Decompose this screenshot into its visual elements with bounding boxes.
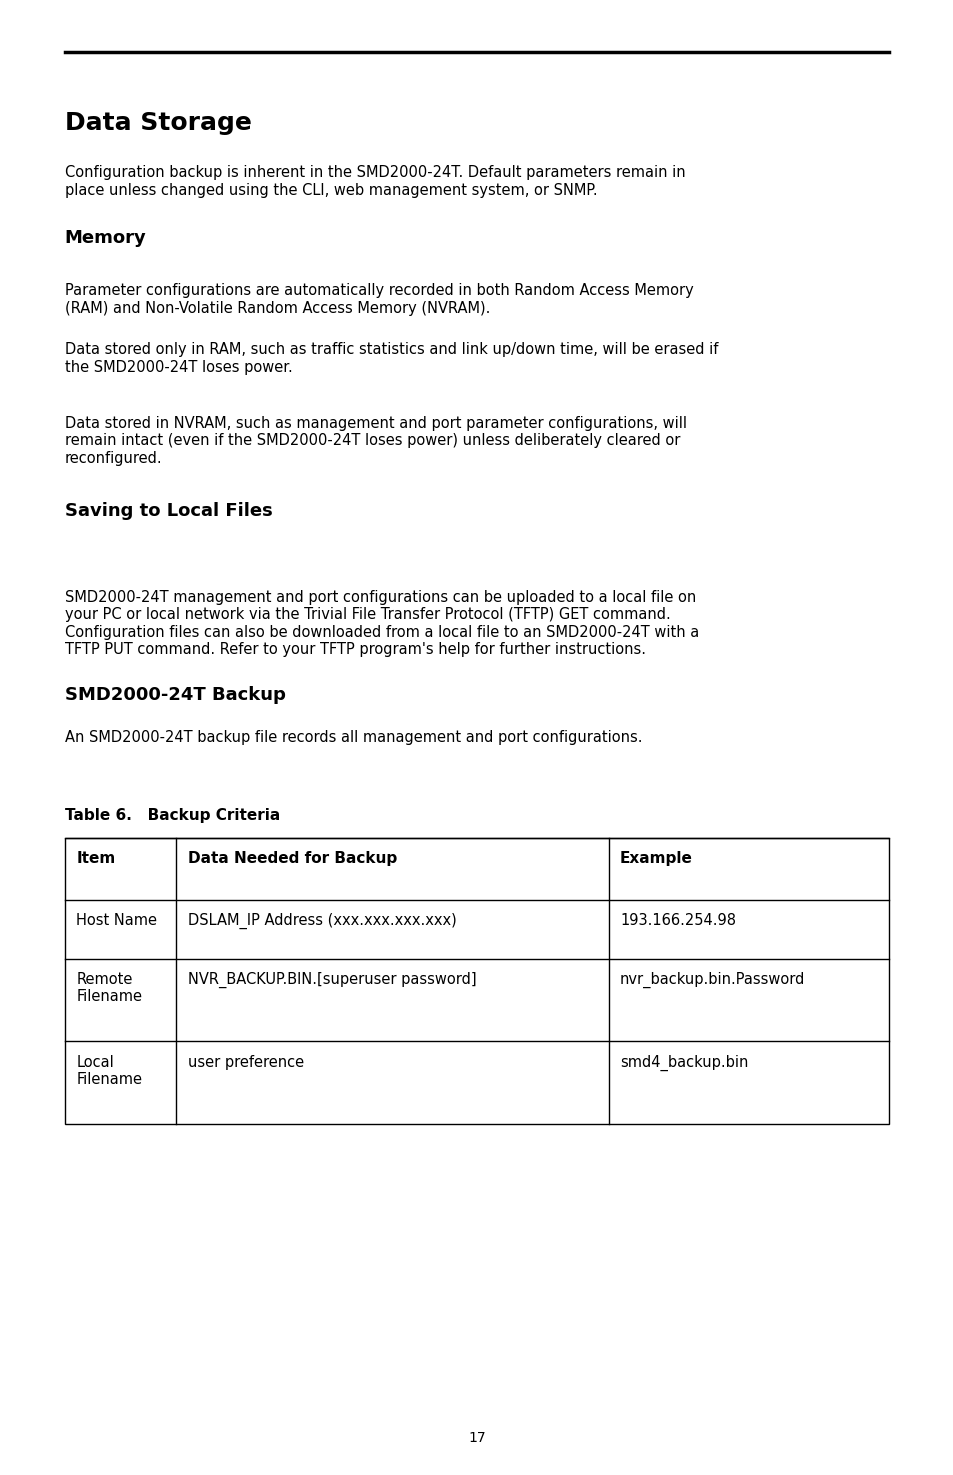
- Text: Item: Item: [76, 851, 115, 866]
- Text: user preference: user preference: [188, 1055, 304, 1069]
- Text: DSLAM_IP Address (xxx.xxx.xxx.xxx): DSLAM_IP Address (xxx.xxx.xxx.xxx): [188, 913, 456, 929]
- Text: Data Storage: Data Storage: [65, 111, 252, 134]
- Text: nvr_backup.bin.Password: nvr_backup.bin.Password: [619, 972, 804, 988]
- Text: Example: Example: [619, 851, 692, 866]
- Text: 193.166.254.98: 193.166.254.98: [619, 913, 736, 928]
- Text: Configuration backup is inherent in the SMD2000-24T. Default parameters remain i: Configuration backup is inherent in the …: [65, 165, 685, 198]
- Text: Data stored in NVRAM, such as management and port parameter configurations, will: Data stored in NVRAM, such as management…: [65, 416, 686, 466]
- Text: Parameter configurations are automatically recorded in both Random Access Memory: Parameter configurations are automatical…: [65, 283, 693, 316]
- Text: Memory: Memory: [65, 229, 147, 246]
- Text: smd4_backup.bin: smd4_backup.bin: [619, 1055, 748, 1071]
- Text: SMD2000-24T management and port configurations can be uploaded to a local file o: SMD2000-24T management and port configur…: [65, 590, 699, 658]
- Text: Local
Filename: Local Filename: [76, 1055, 142, 1087]
- Text: Saving to Local Files: Saving to Local Files: [65, 502, 273, 519]
- Text: Host Name: Host Name: [76, 913, 157, 928]
- Bar: [65, 838, 888, 1124]
- Text: Data stored only in RAM, such as traffic statistics and link up/down time, will : Data stored only in RAM, such as traffic…: [65, 342, 718, 375]
- Text: An SMD2000-24T backup file records all management and port configurations.: An SMD2000-24T backup file records all m…: [65, 730, 641, 745]
- Text: 17: 17: [468, 1431, 485, 1446]
- Text: SMD2000-24T Backup: SMD2000-24T Backup: [65, 686, 286, 704]
- Text: NVR_BACKUP.BIN.[superuser password]: NVR_BACKUP.BIN.[superuser password]: [188, 972, 476, 988]
- Text: Remote
Filename: Remote Filename: [76, 972, 142, 1004]
- Text: Data Needed for Backup: Data Needed for Backup: [188, 851, 396, 866]
- Text: Table 6.   Backup Criteria: Table 6. Backup Criteria: [65, 808, 280, 823]
